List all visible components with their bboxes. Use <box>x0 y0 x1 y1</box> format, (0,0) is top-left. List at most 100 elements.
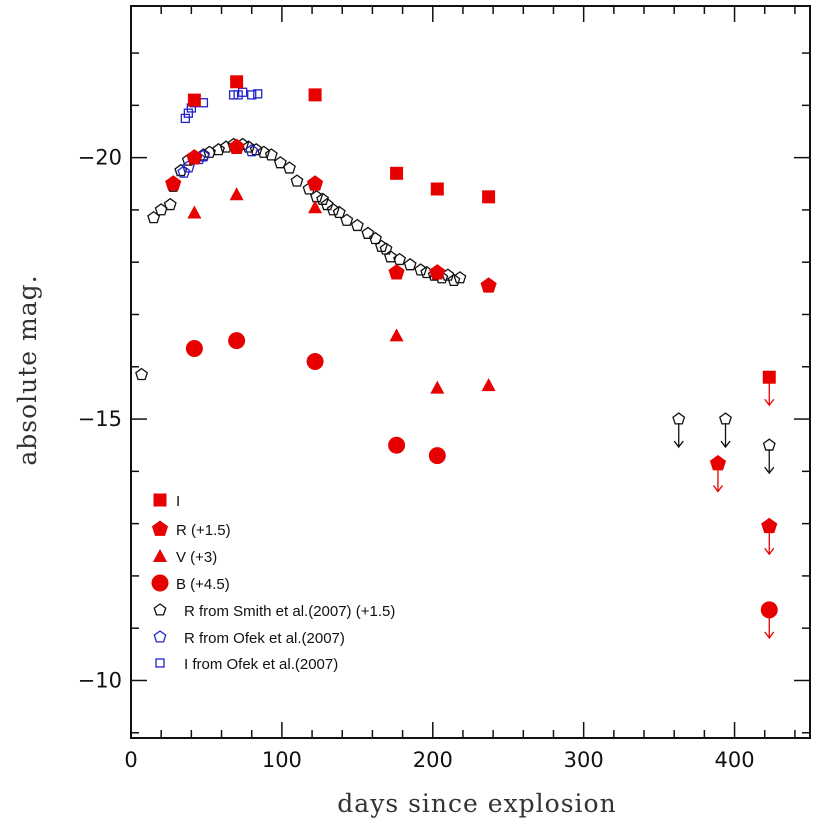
upper-limit-arrow <box>712 467 723 493</box>
upper-limit-r-1-5 <box>761 517 778 534</box>
legend-label: R (+1.5) <box>176 522 231 539</box>
point-v-3 <box>430 380 445 394</box>
point-r-from-smith-et-al-2007-1-5 <box>453 271 467 284</box>
point-r-from-smith-et-al-2007-1-5 <box>340 213 354 226</box>
point-i-from-ofek-et-al-2007 <box>247 90 257 100</box>
point-r-1-5 <box>429 264 446 280</box>
point-v-3 <box>229 187 244 201</box>
point-r-from-smith-et-al-2007-1-5 <box>163 197 177 211</box>
point-r-from-smith-et-al-2007-1-5 <box>316 192 330 205</box>
point-r-from-ofek-et-al-2007 <box>245 144 259 157</box>
upper-limit-arrow <box>673 423 684 449</box>
legend-marker <box>153 603 167 616</box>
legend-label: R from Ofek et al.(2007) <box>184 630 345 647</box>
axis-ticks <box>130 6 810 738</box>
point-i <box>390 166 404 180</box>
arrow-head <box>764 631 775 639</box>
point-b-4-5 <box>185 339 203 357</box>
point-r-from-smith-et-al-2007-1-5 <box>257 145 271 158</box>
arrow-head <box>673 440 684 449</box>
point-r-from-smith-et-al-2007-1-5 <box>414 263 428 276</box>
point-b-4-5 <box>428 447 446 465</box>
y-tick-label: −20 <box>78 146 122 170</box>
plot-border <box>130 5 811 739</box>
arrow-head <box>712 485 723 493</box>
axis-tick-labels: 0 100 200 300 400 −20 −15 −10 <box>78 146 755 772</box>
point-b-4-5 <box>388 436 406 454</box>
point-r-1-5 <box>186 149 203 165</box>
upper-limit-r-from-smith-et-al-2007-1-5 <box>719 412 732 425</box>
upper-limit-r-from-smith-et-al-2007-1-5 <box>672 412 686 425</box>
point-r-from-smith-et-al-2007-1-5 <box>202 145 216 158</box>
point-r-from-smith-et-al-2007-1-5 <box>332 205 346 219</box>
x-tick-label: 200 <box>413 748 453 772</box>
x-tick-label: 100 <box>262 748 302 772</box>
point-i <box>187 93 201 107</box>
point-r-from-smith-et-al-2007-1-5 <box>320 197 334 211</box>
legend-entry: R (+1.5) <box>151 520 231 539</box>
point-v-3 <box>308 200 323 214</box>
upper-limit-r-from-smith-et-al-2007-1-5 <box>762 438 776 451</box>
legend-marker <box>153 549 167 562</box>
point-r-from-smith-et-al-2007-1-5 <box>290 174 304 187</box>
legend-marker <box>151 574 169 592</box>
y-tick-label: −15 <box>78 407 122 431</box>
point-i <box>308 88 322 102</box>
legend-entry: I <box>153 493 180 510</box>
point-r-from-smith-et-al-2007-1-5 <box>368 231 382 245</box>
point-r-from-smith-et-al-2007-1-5 <box>264 148 278 161</box>
plot-frame <box>130 5 811 739</box>
arrow-head <box>764 466 775 475</box>
legend-entry: R from Ofek et al.(2007) <box>153 630 345 647</box>
point-r-1-5 <box>480 277 497 293</box>
point-r-from-smith-et-al-2007-1-5 <box>350 218 364 232</box>
arrow-head <box>764 398 775 407</box>
point-r-from-smith-et-al-2007-1-5 <box>282 161 296 174</box>
x-tick-label: 400 <box>715 748 755 772</box>
arrow-head <box>720 440 731 449</box>
point-v-3 <box>389 328 404 342</box>
upper-limit-i <box>762 370 776 384</box>
point-i-from-ofek-et-al-2007 <box>253 89 263 99</box>
legend-marker <box>151 520 169 536</box>
upper-limit-r-1-5 <box>709 455 727 471</box>
point-r-from-smith-et-al-2007-1-5 <box>393 252 407 266</box>
legend-label: V (+3) <box>176 549 217 566</box>
legend-entry: I from Ofek et al.(2007) <box>155 656 338 673</box>
y-axis-title: absolute mag. <box>13 274 42 465</box>
x-tick-label: 300 <box>564 748 604 772</box>
point-r-from-smith-et-al-2007-1-5 <box>361 226 375 239</box>
legend-marker <box>155 658 165 668</box>
legend-entry: V (+3) <box>153 549 217 566</box>
point-r-from-ofek-et-al-2007 <box>177 165 191 178</box>
legend-entry: B (+4.5) <box>151 574 230 593</box>
point-r-1-5 <box>388 264 405 280</box>
point-i <box>430 182 444 196</box>
point-r-from-smith-et-al-2007-1-5 <box>384 250 398 263</box>
point-v-3 <box>187 205 202 219</box>
arrow-head <box>764 547 775 556</box>
data-points <box>135 75 778 639</box>
upper-limit-arrow <box>764 381 775 407</box>
legend-entry: R from Smith et al.(2007) (+1.5) <box>153 603 395 620</box>
x-tick-label: 0 <box>124 748 137 772</box>
upper-limit-b-4-5 <box>760 601 778 619</box>
legend-marker <box>153 630 167 643</box>
point-i-from-ofek-et-al-2007 <box>180 113 190 124</box>
upper-limit-arrow <box>720 423 731 449</box>
point-i-from-ofek-et-al-2007 <box>183 108 193 118</box>
point-i <box>482 190 496 204</box>
y-tick-label: −10 <box>78 668 122 692</box>
upper-limit-arrow <box>764 449 775 475</box>
legend-label: B (+4.5) <box>176 576 230 593</box>
point-r-1-5 <box>307 175 324 191</box>
point-b-4-5 <box>306 353 324 371</box>
point-i <box>230 75 244 89</box>
point-r-from-smith-et-al-2007-1-5 <box>212 142 225 156</box>
point-r-from-smith-et-al-2007-1-5 <box>273 156 287 169</box>
point-r-from-smith-et-al-2007-1-5 <box>447 273 461 287</box>
legend-label: R from Smith et al.(2007) (+1.5) <box>184 603 395 620</box>
point-r-1-5 <box>165 175 182 191</box>
upper-limit-arrow <box>764 530 775 556</box>
x-axis-title: days since explosion <box>337 789 616 818</box>
